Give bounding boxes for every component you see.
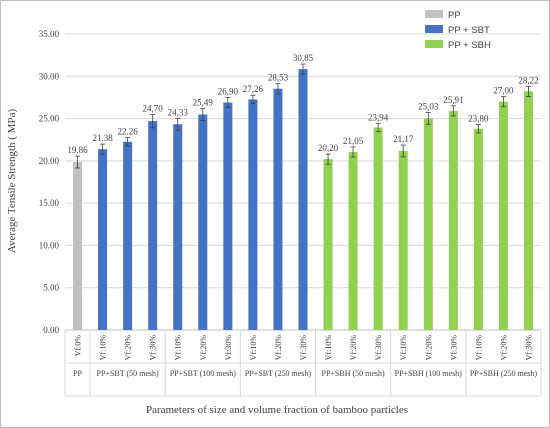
- x-axis-title: Parameters of size and volume fraction o…: [146, 404, 408, 416]
- x-category-label: Vf:30%: [299, 335, 308, 361]
- bar: [398, 150, 408, 330]
- legend-label: PP: [448, 10, 461, 21]
- x-category-label: Vf:10%: [324, 335, 333, 361]
- x-category-label: Vf:30%: [224, 335, 233, 361]
- legend-swatch: [425, 40, 443, 48]
- bar: [148, 121, 158, 330]
- x-category-label: Vf:20%: [499, 335, 508, 361]
- bars: [73, 69, 533, 331]
- data-label: 26,90: [218, 86, 239, 96]
- bar: [173, 124, 183, 330]
- bar: [273, 88, 283, 330]
- y-tick-label: 0.00: [43, 325, 59, 335]
- data-label: 28,53: [268, 73, 289, 83]
- y-tick-label: 15.00: [39, 198, 60, 208]
- bar: [298, 69, 308, 331]
- legend: PP PP + SBT PP + SBH: [425, 10, 491, 51]
- bar: [523, 91, 533, 330]
- x-category-label: Vf:20%: [124, 335, 133, 361]
- y-axis-ticks: 0.00 5.00 10.00 15.00 20.00 25.00 30.00 35.00: [39, 29, 60, 335]
- x-group-label: PP+SBH (100 mesh): [395, 369, 463, 378]
- x-category-label: Vf:10%: [174, 335, 183, 361]
- x-category-label: Vf:10%: [99, 335, 108, 361]
- legend-label: PP + SBT: [448, 25, 490, 36]
- data-label: 23,80: [468, 113, 489, 123]
- bar: [98, 149, 108, 330]
- legend-swatch: [425, 25, 443, 33]
- bar: [423, 118, 433, 330]
- legend-label: PP + SBH: [448, 40, 491, 51]
- x-category-label: Vf:0%: [74, 335, 83, 357]
- data-label: 19.86: [67, 145, 88, 155]
- bar: [73, 162, 83, 330]
- x-group-label: PP+SBH (50 mesh): [322, 369, 386, 378]
- x-category-label: Vf:30%: [374, 335, 383, 361]
- y-tick-label: 20.00: [39, 156, 60, 166]
- data-label: 25,49: [193, 98, 214, 108]
- bar: [223, 102, 233, 330]
- x-category-label: Vf:20%: [199, 335, 208, 361]
- x-category-label: Vf:30%: [149, 335, 158, 361]
- x-category-labels: Vf:0% Vf:10% Vf:20% Vf:30% Vf:10% Vf:20% Vf:30…: [74, 335, 534, 361]
- error-bars: [75, 63, 531, 169]
- bar: [498, 101, 508, 331]
- y-tick-label: 25.00: [39, 114, 60, 124]
- x-group-label: PP+SBH (250 mesh): [470, 369, 538, 378]
- data-label: 22.26: [118, 127, 139, 137]
- bar: [248, 99, 258, 330]
- bar: [448, 110, 458, 330]
- data-label: 28,22: [518, 75, 538, 85]
- legend-swatch: [425, 10, 443, 18]
- y-tick-label: 10.00: [39, 240, 60, 250]
- x-category-label: Vf:20%: [424, 335, 433, 361]
- x-category-label: Vf:10%: [249, 335, 258, 361]
- y-tick-label: 5.00: [43, 283, 59, 293]
- data-label: 20,20: [318, 143, 339, 153]
- bar: [323, 159, 333, 330]
- data-label: 30,85: [293, 53, 314, 63]
- data-label: 24,33: [168, 107, 189, 117]
- x-group-labels: PP PP+SBT (50 mesh) PP+SBT (100 mesh) PP+SB…: [73, 369, 537, 378]
- data-label: 21,05: [343, 136, 364, 146]
- data-label: 21,17: [393, 134, 414, 144]
- bar: [348, 151, 358, 330]
- x-category-label: Vf:20%: [349, 335, 358, 361]
- x-group-label: PP+SBT (50 mesh): [97, 369, 159, 378]
- x-category-label: Vf:10%: [399, 335, 408, 361]
- data-label: 27,26: [243, 84, 264, 94]
- x-category-label: Vf:10%: [474, 335, 483, 361]
- x-group-label: PP+SBT (250 mesh): [245, 369, 311, 378]
- data-label: 25,03: [418, 101, 439, 111]
- data-label: 25,91: [443, 95, 463, 105]
- bar: [373, 127, 383, 330]
- y-axis-title: Average Tensile Strength ( MPa): [6, 109, 18, 254]
- y-tick-label: 30.00: [39, 71, 60, 81]
- data-labels: 19.86 21.38 22.26 24,70 24,33 25,49 26,90 27,26…: [67, 53, 538, 155]
- data-label: 23,94: [368, 112, 389, 122]
- y-tick-label: 35.00: [39, 29, 60, 39]
- x-group-label: PP+SBT (100 mesh): [170, 369, 236, 378]
- x-category-label: Vf:30%: [524, 335, 533, 361]
- data-label: 27,00: [493, 86, 514, 96]
- bar: [198, 114, 208, 330]
- data-label: 21.38: [92, 133, 113, 143]
- bar: [473, 128, 483, 330]
- x-category-label: Vf:20%: [274, 335, 283, 361]
- bar: [123, 141, 133, 330]
- x-group-label: PP: [73, 369, 82, 378]
- data-label: 24,70: [143, 103, 164, 113]
- x-category-label: Vf:30%: [449, 335, 458, 361]
